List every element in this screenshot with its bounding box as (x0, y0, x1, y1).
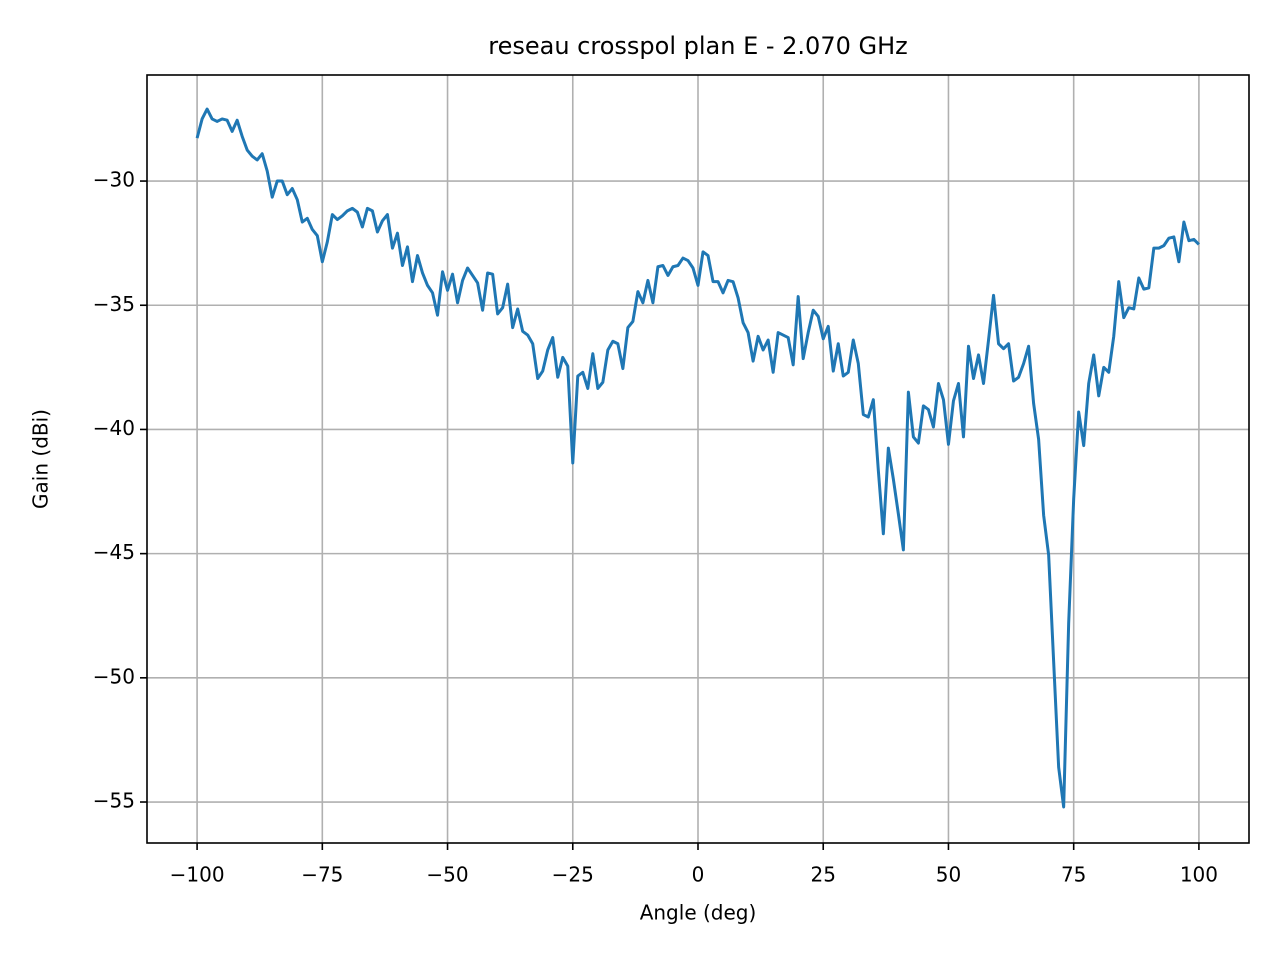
y-tick-label: −55 (93, 789, 135, 813)
x-tick-label: 50 (936, 863, 961, 887)
x-tick-label: 100 (1180, 863, 1218, 887)
x-tick-label: 75 (1061, 863, 1086, 887)
y-tick-label: −30 (93, 168, 135, 192)
y-tick-label: −45 (93, 540, 135, 564)
chart-title: reseau crosspol plan E - 2.070 GHz (488, 32, 907, 60)
y-tick-label: −40 (93, 416, 135, 440)
x-tick-label: −100 (170, 863, 225, 887)
y-axis-label: Gain (dBi) (29, 409, 53, 509)
x-tick-label: −50 (426, 863, 468, 887)
y-tick-label: −50 (93, 664, 135, 688)
plot-frame (146, 74, 1250, 844)
data-line (195, 107, 1200, 809)
x-axis-label: Angle (deg) (640, 901, 757, 925)
x-tick-label: −25 (552, 863, 594, 887)
y-tick-label: −35 (93, 292, 135, 316)
x-tick-label: 25 (811, 863, 836, 887)
x-tick-label: 0 (692, 863, 705, 887)
x-tick-label: −75 (301, 863, 343, 887)
